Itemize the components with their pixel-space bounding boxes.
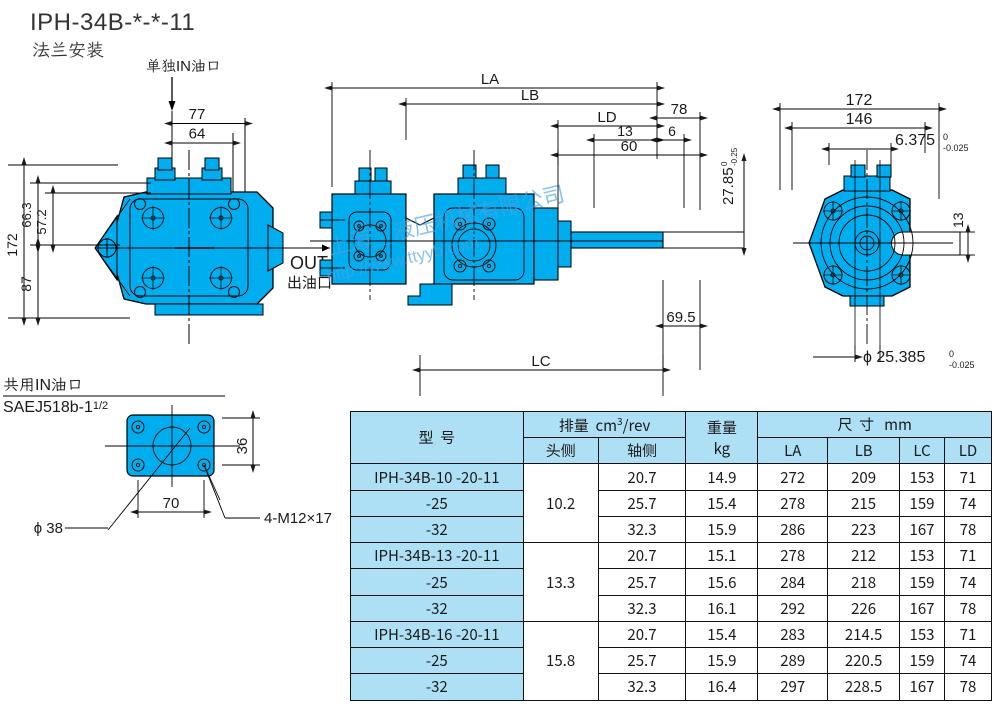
svg-text:LA: LA <box>481 71 499 88</box>
svg-text:172: 172 <box>846 92 873 109</box>
svg-text:单独IN油口: 单独IN油口 <box>146 57 221 76</box>
svg-text:共用IN油口: 共用IN油口 <box>3 373 83 395</box>
svg-text:77: 77 <box>189 106 206 123</box>
svg-text:13: 13 <box>950 212 966 228</box>
svg-text:ϕ 25.385: ϕ 25.385 <box>863 349 925 366</box>
svg-text:66.3: 66.3 <box>19 202 34 227</box>
svg-text:-0.025: -0.025 <box>949 360 975 370</box>
svg-text:SAEJ518b-11/2: SAEJ518b-11/2 <box>3 399 108 416</box>
svg-text:87: 87 <box>18 276 34 292</box>
svg-text:57.2: 57.2 <box>34 209 49 234</box>
svg-text:LD: LD <box>597 109 616 126</box>
svg-text:6: 6 <box>668 123 676 139</box>
svg-text:IPH-34B-*-*-11: IPH-34B-*-*-11 <box>30 9 195 36</box>
svg-text:LC: LC <box>531 353 550 370</box>
svg-text:-0.025: -0.025 <box>943 143 969 153</box>
svg-text:60: 60 <box>621 138 638 155</box>
svg-text:27.85: 27.85 <box>720 167 737 205</box>
svg-text:172: 172 <box>4 233 20 257</box>
svg-text:4-M12×17: 4-M12×17 <box>264 510 332 527</box>
svg-text:ϕ 38: ϕ 38 <box>34 520 63 537</box>
svg-text:70: 70 <box>163 495 180 512</box>
svg-text:法兰安装: 法兰安装 <box>32 38 104 62</box>
svg-text:6.375: 6.375 <box>895 132 935 149</box>
svg-text:64: 64 <box>189 126 206 143</box>
svg-text:146: 146 <box>846 111 873 128</box>
svg-text:-0.25: -0.25 <box>730 147 739 166</box>
svg-text:69.5: 69.5 <box>666 309 695 326</box>
svg-text:36: 36 <box>234 438 251 455</box>
svg-text:0: 0 <box>949 349 954 359</box>
svg-text:0: 0 <box>720 161 729 166</box>
svg-text:78: 78 <box>671 101 688 118</box>
svg-text:0: 0 <box>943 132 948 142</box>
svg-text:LB: LB <box>521 87 539 104</box>
svg-text:13: 13 <box>617 123 633 139</box>
